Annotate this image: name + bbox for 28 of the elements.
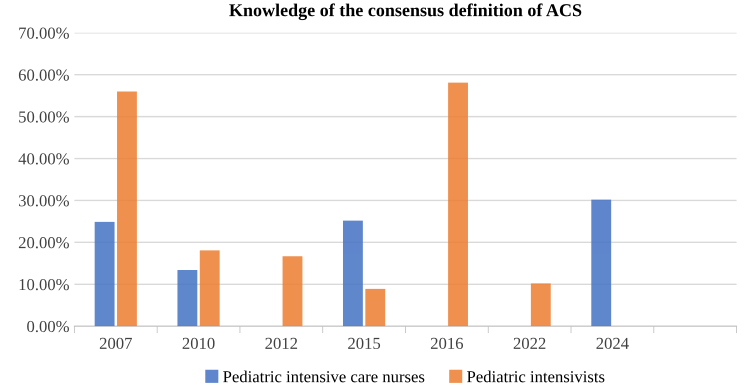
bar [94,222,115,326]
bar [177,270,198,326]
bar [342,220,363,326]
bar [282,256,302,326]
y-tick-label: 50.00% [19,111,69,123]
x-tick-label: 2010 [182,338,215,350]
bar [448,82,468,326]
y-tick-label: 30.00% [18,195,69,206]
bar [200,250,220,326]
y-tick-label: 20.00% [18,237,69,248]
x-tick-label: 2007 [100,338,132,350]
x-tick-label: 2012 [265,338,298,350]
x-tick-label: 2016 [430,338,464,350]
legend-label: Pediatric intensive care nurses [223,370,424,382]
x-tick-label: 2024 [596,338,629,350]
legend-label: Pediatric intensivists [467,370,604,382]
x-tick-label: 2015 [348,338,380,350]
bar [530,283,551,326]
y-tick-label: 60.00% [18,69,69,81]
y-tick-label: 10.00% [20,278,69,290]
y-tick-label: 40.00% [18,153,69,165]
x-tick-label: 2022 [514,338,546,350]
bar [117,91,137,326]
bar [365,288,386,326]
chart-title: Knowledge of the consensus definition of ACS [229,3,582,20]
y-tick-label: 0.00% [27,320,69,332]
bar [591,200,612,326]
y-tick-label: 70.00% [19,28,69,39]
